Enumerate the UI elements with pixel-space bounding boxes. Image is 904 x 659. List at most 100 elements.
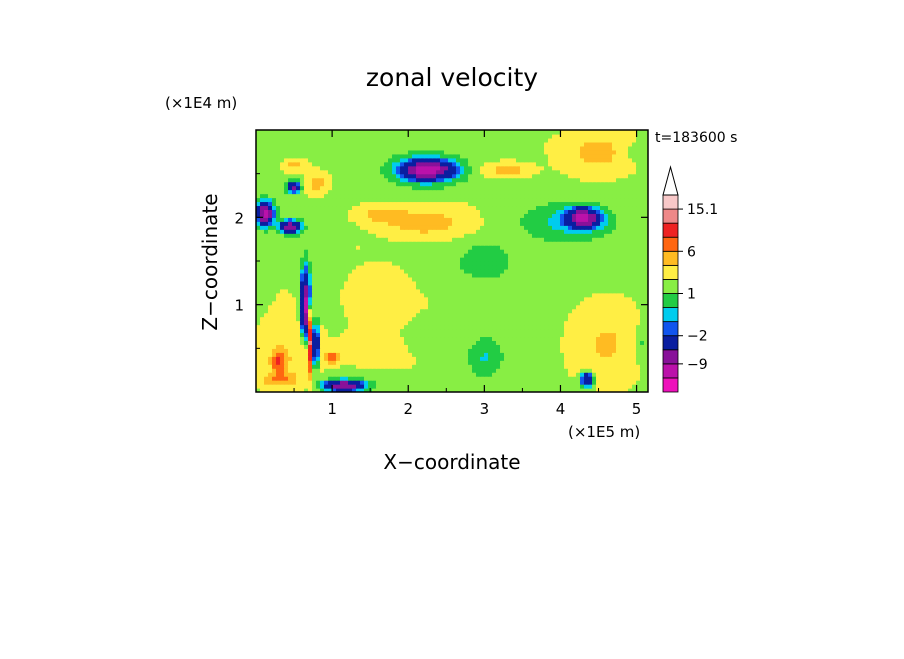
field-cell [496,193,501,199]
field-cell [316,300,321,306]
field-cell [556,320,561,326]
field-cell [320,356,325,361]
field-cell [308,261,313,266]
field-cell [556,372,561,377]
field-cell [516,225,521,230]
field-cell [300,316,305,322]
field-cell [568,257,573,262]
field-cell [352,233,357,238]
field-cell [580,276,585,282]
field-cell [508,304,513,310]
field-cell [464,364,469,369]
field-cell [536,197,541,203]
field-cell [336,308,341,314]
field-cell [316,336,321,341]
field-cell [516,217,521,222]
field-cell [356,249,361,254]
field-cell [336,197,341,203]
field-cell [312,257,317,262]
field-cell [348,229,353,234]
field-cell [528,352,533,357]
field-cell [412,332,417,338]
field-cell [268,312,273,318]
field-cell [592,300,597,306]
field-cell [260,388,265,392]
field-cell [620,245,625,250]
field-cell [336,233,341,238]
field-cell [260,241,265,246]
field-cell [480,352,485,357]
field-cell [352,205,357,210]
field-cell [288,284,293,290]
field-cell [524,328,529,334]
field-cell [400,229,405,234]
field-cell [580,284,585,290]
field-cell [292,368,297,373]
field-cell [496,352,501,357]
field-cell [620,388,625,392]
field-cell [396,217,401,222]
field-cell [576,225,581,230]
field-cell [436,221,441,226]
field-cell [408,344,413,349]
field-cell [476,253,481,258]
field-cell [428,221,433,226]
field-cell [640,372,645,377]
field-cell [292,245,297,250]
field-cell [456,304,461,310]
field-cell [556,324,561,330]
field-cell [452,336,457,341]
field-cell [524,264,529,270]
field-cell [320,245,325,250]
field-cell [616,344,621,349]
field-cell [256,336,261,341]
field-cell [564,368,569,373]
field-cell [460,308,465,314]
field-cell [588,336,593,341]
field-cell [316,360,321,365]
field-cell [492,368,497,373]
field-cell [452,356,457,361]
field-cell [524,217,529,222]
field-cell [296,388,301,392]
field-cell [472,388,477,392]
field-cell [616,197,621,203]
field-cell [476,197,481,203]
field-cell [644,225,648,230]
field-cell [560,312,565,318]
field-cell [292,352,297,357]
field-cell [620,221,625,226]
field-cell [392,264,397,270]
field-cell [420,332,425,338]
field-cell [564,233,569,238]
field-cell [464,233,469,238]
field-cell [420,344,425,349]
field-cell [636,376,641,381]
field-cell [452,197,457,203]
field-cell [388,336,393,341]
field-cell [644,249,648,254]
field-cell [464,253,469,258]
field-cell [644,257,648,262]
field-cell [596,241,601,246]
field-cell [372,245,377,250]
field-cell [348,268,353,274]
field-cell [416,376,421,381]
field-cell [620,272,625,278]
field-cell [428,352,433,357]
field-cell [612,328,617,334]
field-cell [532,237,537,242]
field-cell [624,193,629,199]
field-cell [500,316,505,322]
field-cell [632,280,637,286]
field-cell [588,225,593,230]
field-cell [436,209,441,214]
field-cell [292,257,297,262]
field-cell [520,296,525,302]
field-cell [596,272,601,278]
field-cell [368,193,373,199]
field-cell [488,288,493,294]
field-cell [596,340,601,345]
field-cell [360,209,365,214]
field-cell [628,320,633,326]
